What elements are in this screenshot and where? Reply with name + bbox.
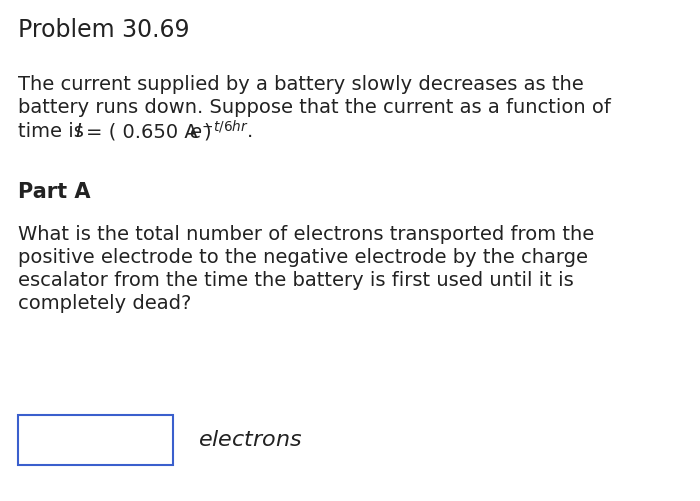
Text: What is the total number of electrons transported from the: What is the total number of electrons tr… bbox=[18, 225, 594, 244]
Text: $I$: $I$ bbox=[75, 122, 82, 141]
Text: positive electrode to the negative electrode by the charge: positive electrode to the negative elect… bbox=[18, 248, 588, 267]
Text: escalator from the time the battery is first used until it is: escalator from the time the battery is f… bbox=[18, 271, 574, 290]
Text: $e^{-t/6hr}$: $e^{-t/6hr}$ bbox=[189, 120, 249, 143]
Text: = ( 0.650 A ): = ( 0.650 A ) bbox=[86, 122, 211, 141]
Text: .: . bbox=[247, 122, 253, 141]
FancyBboxPatch shape bbox=[18, 415, 173, 465]
Text: Problem 30.69: Problem 30.69 bbox=[18, 18, 190, 42]
Text: time is: time is bbox=[18, 122, 90, 141]
Text: completely dead?: completely dead? bbox=[18, 294, 191, 313]
Text: Part A: Part A bbox=[18, 182, 90, 202]
Text: The current supplied by a battery slowly decreases as the: The current supplied by a battery slowly… bbox=[18, 75, 584, 94]
Text: battery runs down. Suppose that the current as a function of: battery runs down. Suppose that the curr… bbox=[18, 98, 611, 117]
Text: $\mathit{electrons}$: $\mathit{electrons}$ bbox=[198, 430, 302, 450]
